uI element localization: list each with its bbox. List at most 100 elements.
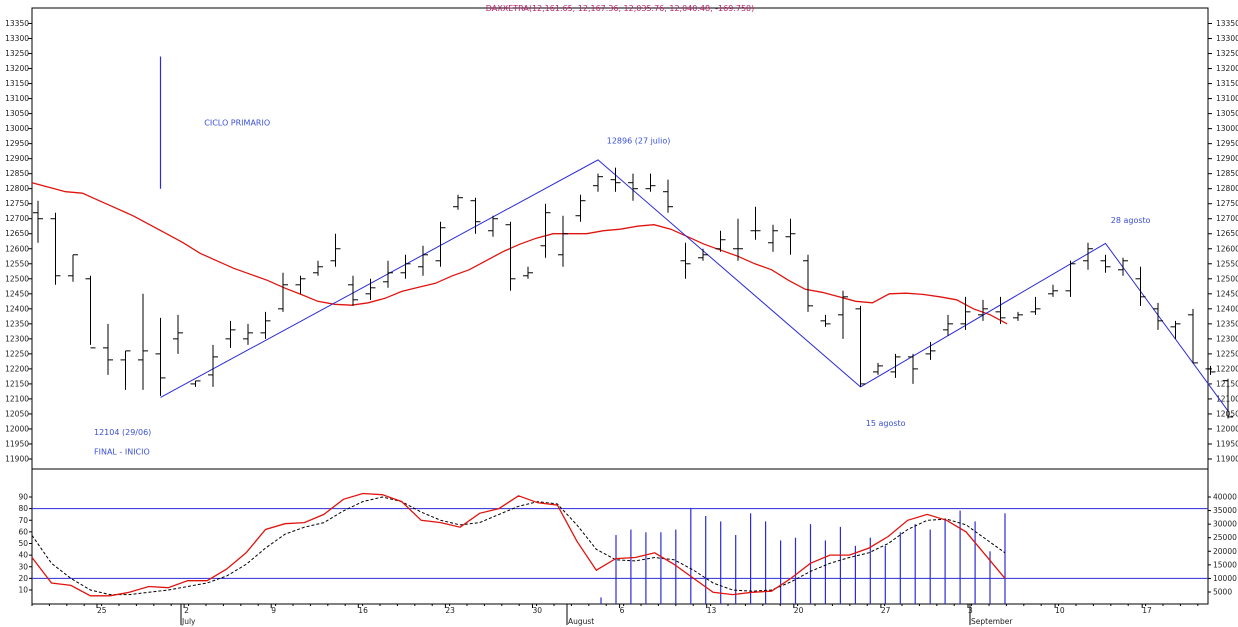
ohlc-bar bbox=[103, 323, 113, 375]
ohlc-bar bbox=[733, 218, 743, 261]
price-tick-label-left: 13300 bbox=[5, 34, 29, 43]
volume-tick-label: 20000 bbox=[1213, 547, 1237, 556]
x-tick-label: 25 bbox=[97, 606, 107, 615]
ohlc-bar bbox=[418, 245, 428, 276]
ohlc-bar bbox=[995, 296, 1006, 324]
ohlc-bar bbox=[890, 353, 901, 378]
ohlc-bar bbox=[330, 233, 341, 267]
price-tick-label-left: 12800 bbox=[5, 184, 29, 193]
ohlc-bar bbox=[1170, 320, 1181, 339]
price-tick-label-right: 12250 bbox=[1216, 349, 1238, 358]
ohlc-bar bbox=[610, 167, 621, 192]
ohlc-bar bbox=[663, 179, 673, 213]
price-tick-label-right: 12650 bbox=[1216, 229, 1238, 238]
ohlc-bar bbox=[313, 260, 323, 276]
ohlc-bar bbox=[1188, 308, 1198, 364]
stochastic-k-line bbox=[31, 492, 1006, 597]
ohlc-bar bbox=[558, 215, 568, 267]
x-tick-label: 27 bbox=[881, 606, 891, 615]
price-tick-label-left: 12350 bbox=[5, 319, 29, 328]
x-tick-label: 2 bbox=[184, 606, 189, 615]
price-tick-label-right: 12850 bbox=[1216, 169, 1238, 178]
ohlc-bar bbox=[278, 272, 288, 312]
price-tick-label-right: 12750 bbox=[1216, 199, 1238, 208]
price-tick-label-left: 12150 bbox=[5, 379, 29, 388]
price-tick-label-right: 12950 bbox=[1216, 139, 1238, 148]
ohlc-bar bbox=[803, 254, 813, 312]
price-tick-label-left: 13000 bbox=[5, 124, 29, 133]
ohlc-bar bbox=[365, 278, 376, 300]
price-tick-label-right: 12200 bbox=[1216, 364, 1238, 373]
ohlc-bar bbox=[33, 200, 43, 243]
ohlc-bar bbox=[943, 314, 953, 336]
ohlc-bar bbox=[295, 275, 306, 294]
month-label: September bbox=[971, 617, 1013, 626]
ohlc-bar bbox=[400, 254, 411, 279]
price-annotation: CICLO PRIMARIO bbox=[204, 119, 270, 128]
moving-average-line bbox=[31, 182, 1008, 325]
ohlc-bar bbox=[1065, 260, 1076, 297]
volume-tick-label: 30000 bbox=[1213, 520, 1237, 529]
price-tick-label-right: 12050 bbox=[1216, 409, 1238, 418]
price-tick-label-left: 12400 bbox=[5, 304, 29, 313]
volume-tick-label: 40000 bbox=[1213, 493, 1237, 502]
ohlc-bar bbox=[785, 218, 796, 255]
x-tick-label: 23 bbox=[445, 606, 455, 615]
price-tick-label-left: 12450 bbox=[5, 289, 29, 298]
price-tick-label-right: 12350 bbox=[1216, 319, 1238, 328]
ohlc-bar bbox=[470, 197, 481, 234]
price-tick-label-right: 13250 bbox=[1216, 49, 1238, 58]
ohlc-bar bbox=[50, 212, 61, 285]
osc-tick-label: 70 bbox=[18, 516, 28, 525]
x-tick-label: 17 bbox=[1142, 606, 1152, 615]
ohlc-bar bbox=[768, 224, 778, 252]
chart-frame bbox=[31, 7, 1209, 605]
month-label: July bbox=[181, 617, 196, 626]
price-tick-label-right: 13300 bbox=[1216, 34, 1238, 43]
oscillator-panel: 10 20 30 40 50 60 70 80 90 5000 10000 15000 20000 250… bbox=[18, 492, 1237, 604]
ohlc-bar bbox=[1135, 266, 1146, 306]
price-tick-label-right: 13050 bbox=[1216, 109, 1238, 118]
stochastic-d-line bbox=[31, 496, 1006, 596]
month-label: August bbox=[568, 617, 594, 626]
x-tick-label: 10 bbox=[1055, 606, 1065, 615]
price-tick-label-right: 13200 bbox=[1216, 64, 1238, 73]
ohlc-bar bbox=[820, 314, 831, 327]
ohlc-bar bbox=[225, 320, 236, 348]
price-tick-label-right: 12900 bbox=[1216, 154, 1238, 163]
ohlc-bar bbox=[715, 230, 726, 252]
ohlc-bar bbox=[138, 293, 148, 390]
price-tick-label-right: 12700 bbox=[1216, 214, 1238, 223]
price-tick-label-right: 12800 bbox=[1216, 184, 1238, 193]
price-tick-label-right: 12100 bbox=[1216, 394, 1238, 403]
price-annotation: 28 agosto bbox=[1111, 216, 1151, 225]
osc-tick-label: 80 bbox=[18, 504, 28, 513]
ohlc-bar bbox=[1153, 302, 1163, 330]
osc-tick-label: 40 bbox=[18, 551, 28, 560]
x-axis: 2529162330613202731017JulyAugustSeptembe… bbox=[31, 604, 1199, 626]
volume-tick-label: 15000 bbox=[1213, 560, 1237, 569]
ohlc-bar bbox=[925, 341, 936, 360]
price-tick-label-left: 13350 bbox=[5, 19, 29, 28]
x-tick-label: 6 bbox=[620, 606, 625, 615]
price-tick-label-right: 13350 bbox=[1216, 19, 1238, 28]
price-tick-label-right: 12450 bbox=[1216, 289, 1238, 298]
osc-tick-label: 90 bbox=[18, 493, 28, 502]
ohlc-bar bbox=[1048, 284, 1058, 297]
price-annotation: 12104 (29/06) bbox=[94, 428, 151, 437]
price-tick-label-left: 12200 bbox=[5, 364, 29, 373]
ohlc-bar bbox=[628, 173, 638, 201]
price-panel: 11900 11900 11950 11950 12000 12000 12050 12050… bbox=[5, 19, 1238, 463]
osc-tick-label: 30 bbox=[18, 562, 28, 571]
price-tick-label-left: 13050 bbox=[5, 109, 29, 118]
ohlc-bar bbox=[435, 221, 446, 267]
price-tick-label-left: 13200 bbox=[5, 64, 29, 73]
cycle-zigzag-line bbox=[160, 159, 1229, 412]
ohlc-bar bbox=[173, 314, 183, 354]
ohlc-bar bbox=[190, 380, 201, 387]
price-tick-label-right: 12550 bbox=[1216, 259, 1238, 268]
volume-tick-label: 5000 bbox=[1213, 588, 1232, 597]
price-tick-label-right: 12400 bbox=[1216, 304, 1238, 313]
price-tick-label-left: 11900 bbox=[5, 454, 29, 463]
ohlc-bar bbox=[348, 275, 358, 306]
